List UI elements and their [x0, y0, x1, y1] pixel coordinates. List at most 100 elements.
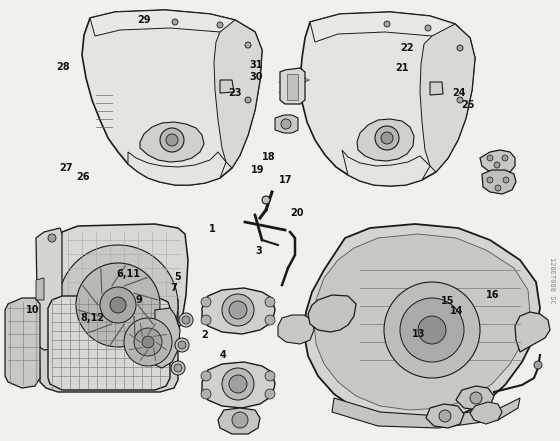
- Circle shape: [201, 297, 211, 307]
- Text: 10: 10: [26, 305, 39, 314]
- Text: 13: 13: [412, 329, 426, 339]
- Circle shape: [262, 196, 270, 204]
- Circle shape: [201, 389, 211, 399]
- Circle shape: [487, 155, 493, 161]
- Text: 25: 25: [461, 100, 475, 110]
- Polygon shape: [278, 315, 314, 344]
- Circle shape: [232, 412, 248, 428]
- Circle shape: [494, 162, 500, 168]
- Text: 3: 3: [255, 247, 262, 256]
- Text: 22: 22: [400, 43, 413, 52]
- Text: 31: 31: [249, 60, 263, 70]
- Circle shape: [418, 316, 446, 344]
- Polygon shape: [202, 362, 275, 408]
- Polygon shape: [314, 234, 530, 410]
- Circle shape: [222, 294, 254, 326]
- Circle shape: [48, 234, 56, 242]
- Polygon shape: [300, 12, 475, 186]
- Circle shape: [171, 361, 185, 375]
- Circle shape: [384, 282, 480, 378]
- Circle shape: [265, 315, 275, 325]
- Text: 4: 4: [220, 350, 226, 360]
- Circle shape: [281, 119, 291, 129]
- Polygon shape: [332, 398, 520, 428]
- Polygon shape: [128, 152, 226, 185]
- Circle shape: [265, 389, 275, 399]
- Circle shape: [384, 21, 390, 27]
- Polygon shape: [90, 10, 255, 38]
- Polygon shape: [308, 295, 356, 332]
- Circle shape: [470, 392, 482, 404]
- Polygon shape: [36, 228, 62, 350]
- Text: 27: 27: [59, 163, 73, 172]
- Circle shape: [245, 97, 251, 103]
- Text: 16: 16: [486, 291, 500, 300]
- Circle shape: [172, 19, 178, 25]
- Polygon shape: [357, 119, 414, 161]
- Circle shape: [124, 318, 172, 366]
- Circle shape: [201, 315, 211, 325]
- Polygon shape: [5, 298, 40, 388]
- Circle shape: [174, 364, 182, 372]
- Text: 17: 17: [279, 175, 292, 185]
- Circle shape: [134, 328, 162, 356]
- Circle shape: [425, 25, 431, 31]
- Text: 24: 24: [452, 88, 466, 97]
- Polygon shape: [38, 289, 178, 392]
- Text: 2: 2: [201, 330, 208, 340]
- Text: 6,11: 6,11: [117, 269, 141, 279]
- Text: 20: 20: [290, 208, 304, 217]
- Circle shape: [457, 97, 463, 103]
- Text: 128ET088 SC: 128ET088 SC: [549, 257, 555, 303]
- Polygon shape: [36, 278, 44, 300]
- Polygon shape: [202, 288, 275, 334]
- Polygon shape: [342, 150, 430, 186]
- Polygon shape: [82, 10, 262, 185]
- Circle shape: [178, 341, 186, 349]
- Text: 23: 23: [228, 89, 242, 98]
- Circle shape: [182, 316, 190, 324]
- Circle shape: [534, 361, 542, 369]
- Polygon shape: [220, 80, 234, 93]
- Polygon shape: [430, 82, 443, 95]
- Circle shape: [229, 375, 247, 393]
- Circle shape: [100, 287, 136, 323]
- Text: 28: 28: [56, 62, 69, 72]
- Circle shape: [201, 371, 211, 381]
- Circle shape: [400, 298, 464, 362]
- Circle shape: [179, 313, 193, 327]
- Text: 26: 26: [76, 172, 90, 182]
- Circle shape: [110, 297, 126, 313]
- Circle shape: [375, 126, 399, 150]
- Text: 5: 5: [175, 272, 181, 282]
- Text: 1: 1: [209, 224, 216, 234]
- Circle shape: [160, 128, 184, 152]
- Circle shape: [142, 336, 154, 348]
- Polygon shape: [214, 20, 262, 168]
- Circle shape: [503, 177, 509, 183]
- Polygon shape: [310, 12, 470, 44]
- Text: 14: 14: [450, 306, 464, 316]
- Polygon shape: [480, 150, 515, 174]
- Circle shape: [495, 185, 501, 191]
- Text: 8,12: 8,12: [80, 313, 105, 322]
- Text: 29: 29: [138, 15, 151, 25]
- Polygon shape: [155, 308, 180, 368]
- Circle shape: [381, 132, 393, 144]
- Polygon shape: [482, 170, 516, 194]
- Polygon shape: [140, 122, 204, 162]
- Circle shape: [245, 42, 251, 48]
- Polygon shape: [280, 68, 305, 104]
- Circle shape: [166, 134, 178, 146]
- Polygon shape: [420, 24, 475, 172]
- Text: 15: 15: [441, 296, 455, 306]
- Circle shape: [487, 177, 493, 183]
- Polygon shape: [54, 224, 188, 370]
- Polygon shape: [287, 74, 298, 100]
- Text: 7: 7: [170, 283, 177, 292]
- Circle shape: [502, 155, 508, 161]
- Polygon shape: [275, 115, 298, 133]
- Text: 19: 19: [251, 165, 265, 175]
- Text: 21: 21: [395, 64, 409, 73]
- Polygon shape: [426, 404, 464, 428]
